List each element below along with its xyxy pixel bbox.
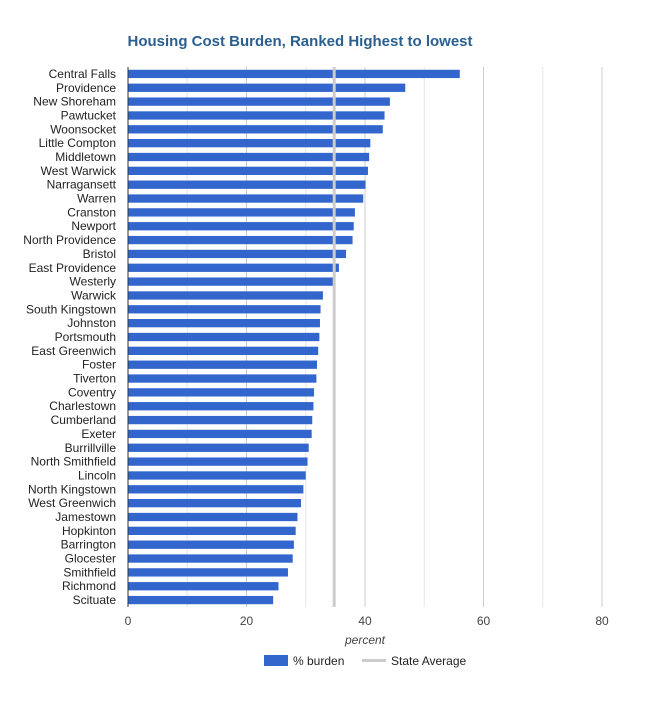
category-label: Newport xyxy=(71,219,116,233)
bar xyxy=(128,83,406,92)
category-label: East Greenwich xyxy=(31,344,116,358)
category-label: Foster xyxy=(82,358,116,372)
category-label: Narragansett xyxy=(47,178,117,192)
bar xyxy=(128,554,293,563)
category-label: Cranston xyxy=(67,205,116,219)
x-tick-label: 0 xyxy=(125,614,132,628)
bar xyxy=(128,222,354,231)
category-label: Portsmouth xyxy=(55,330,116,344)
x-tick-label: 20 xyxy=(240,614,254,628)
bar xyxy=(128,582,279,591)
category-label: Tiverton xyxy=(73,372,116,386)
legend-swatch-state-average xyxy=(362,659,386,662)
bar xyxy=(128,263,339,272)
category-label: Johnston xyxy=(67,316,116,330)
bar xyxy=(128,471,306,480)
bars-group xyxy=(127,67,460,607)
bar xyxy=(128,429,312,439)
bar xyxy=(128,415,313,425)
bar xyxy=(128,388,315,397)
category-label: Glocester xyxy=(65,552,116,566)
category-label: East Providence xyxy=(29,261,117,275)
category-label: North Smithfield xyxy=(31,455,116,469)
bar xyxy=(128,360,318,369)
category-label: Exeter xyxy=(81,427,116,441)
bar xyxy=(128,332,320,342)
category-label: New Shoreham xyxy=(33,95,116,109)
bar xyxy=(128,166,368,175)
bar xyxy=(128,485,304,494)
category-label: Woonsocket xyxy=(50,122,116,136)
bar xyxy=(128,568,288,577)
category-label: North Kingstown xyxy=(28,482,116,496)
bar xyxy=(128,291,323,300)
x-axis-label: percent xyxy=(344,633,386,647)
chart-title: Housing Cost Burden, Ranked Highest to l… xyxy=(127,33,472,50)
bar xyxy=(128,180,366,189)
bar xyxy=(128,443,309,452)
x-axis-ticks: 0 20 40 60 80 xyxy=(125,614,609,628)
category-label: Little Compton xyxy=(39,136,116,150)
bar xyxy=(128,194,364,203)
bar xyxy=(128,249,347,259)
legend: % burden State Average xyxy=(264,654,466,668)
category-label: Cumberland xyxy=(51,413,116,427)
bar xyxy=(128,540,294,549)
category-label: Westerly xyxy=(70,275,116,289)
bar xyxy=(128,69,460,79)
bar xyxy=(128,125,383,134)
category-label: Hopkinton xyxy=(62,524,116,538)
bar xyxy=(128,277,334,286)
category-label: West Greenwich xyxy=(28,496,116,510)
bar xyxy=(128,402,314,411)
bar xyxy=(128,111,385,120)
category-label: Warren xyxy=(77,192,116,206)
x-tick-label: 60 xyxy=(477,614,491,628)
bar xyxy=(128,139,371,148)
category-label: Scituate xyxy=(73,593,117,607)
category-label: Burrillville xyxy=(65,441,117,455)
category-label: Charlestown xyxy=(49,399,116,413)
category-label: North Providence xyxy=(23,233,116,247)
category-label: Coventry xyxy=(68,385,116,399)
bar xyxy=(128,208,355,217)
category-label: Barrington xyxy=(61,538,116,552)
legend-label-state-average: State Average xyxy=(391,654,466,668)
x-tick-label: 80 xyxy=(595,614,609,628)
bar xyxy=(128,512,298,522)
category-label: South Kingstown xyxy=(26,302,116,316)
bar xyxy=(128,595,274,605)
bar xyxy=(128,457,308,466)
bar xyxy=(128,319,320,328)
category-label: Smithfield xyxy=(63,565,116,579)
category-label: Pawtucket xyxy=(61,108,117,122)
bar xyxy=(128,305,321,314)
category-label: Bristol xyxy=(83,247,116,261)
bar xyxy=(128,152,370,162)
category-label: Jamestown xyxy=(55,510,116,524)
category-label: West Warwick xyxy=(41,164,117,178)
bar xyxy=(128,235,353,245)
bar xyxy=(128,499,302,508)
category-label: Richmond xyxy=(62,579,116,593)
category-label: Central Falls xyxy=(49,67,116,81)
bar xyxy=(128,374,317,383)
category-label: Providence xyxy=(56,81,116,95)
bar xyxy=(128,526,296,535)
category-label: Middletown xyxy=(55,150,116,164)
legend-swatch-burden xyxy=(264,655,288,666)
x-tick-label: 40 xyxy=(358,614,372,628)
bar xyxy=(128,97,390,106)
category-label: Lincoln xyxy=(78,468,116,482)
category-label: Warwick xyxy=(71,288,117,302)
legend-label-burden: % burden xyxy=(293,654,344,668)
bar xyxy=(128,346,319,355)
